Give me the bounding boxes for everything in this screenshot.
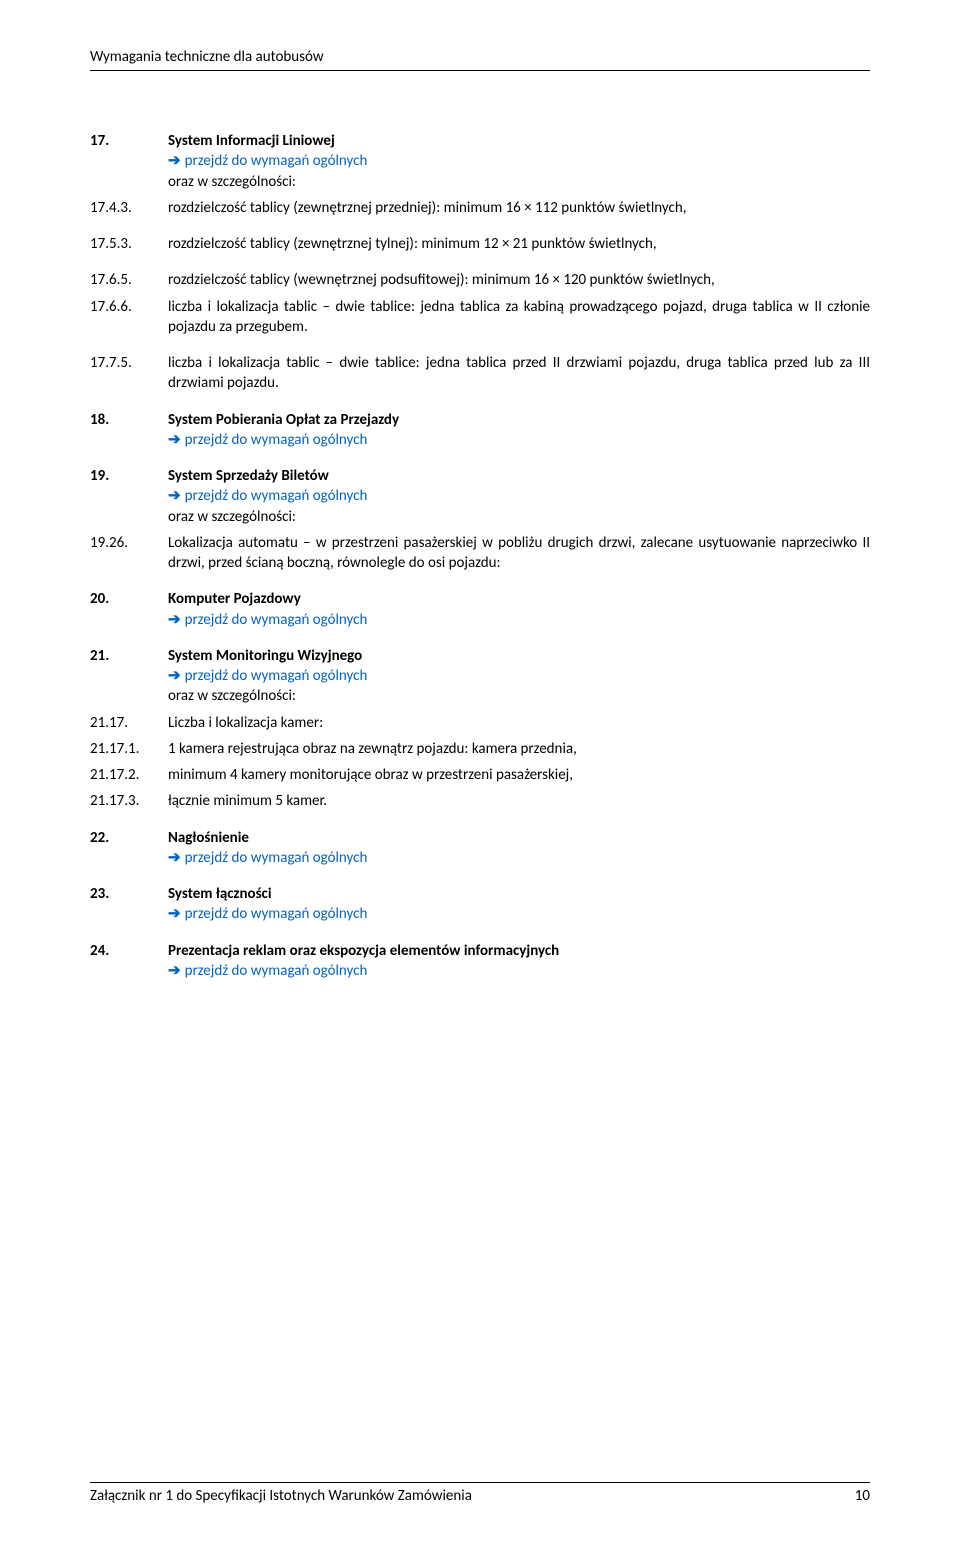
link-general-requirements[interactable]: ➔przejdź do wymagań ogólnych	[168, 962, 367, 980]
item-21-17-3: 21.17.3. łącznie minimum 5 kamer.	[90, 791, 870, 811]
item-number: 21.17.2.	[90, 765, 168, 785]
link-general-requirements[interactable]: ➔przejdź do wymagań ogólnych	[168, 152, 367, 170]
item-17-6-5: 17.6.5. rozdzielczość tablicy (wewnętrzn…	[90, 270, 870, 290]
link-label: przejdź do wymagań ogólnych	[185, 152, 368, 170]
section-number: 20.	[90, 589, 168, 630]
link-label: przejdź do wymagań ogólnych	[185, 611, 368, 629]
link-label: przejdź do wymagań ogólnych	[185, 905, 368, 923]
subtitle-oraz: oraz w szczególności:	[168, 687, 296, 705]
link-general-requirements[interactable]: ➔przejdź do wymagań ogólnych	[168, 487, 367, 505]
subtitle-oraz: oraz w szczególności:	[168, 173, 296, 191]
item-text: minimum 4 kamery monitorujące obraz w pr…	[168, 765, 870, 785]
section-20-heading: 20. Komputer Pojazdowy ➔przejdź do wymag…	[90, 589, 870, 630]
footer-left: Załącznik nr 1 do Specyfikacji Istotnych…	[90, 1487, 472, 1505]
section-title: System Sprzedaży Biletów	[168, 467, 329, 485]
item-21-17-2: 21.17.2. minimum 4 kamery monitorujące o…	[90, 765, 870, 785]
section-title: System Monitoringu Wizyjnego	[168, 647, 362, 665]
section-18-heading: 18. System Pobierania Opłat za Przejazdy…	[90, 410, 870, 451]
section-title: System Pobierania Opłat za Przejazdy	[168, 411, 399, 429]
section-number: 24.	[90, 941, 168, 982]
arrow-icon: ➔	[168, 431, 181, 448]
footer-page-number: 10	[855, 1487, 870, 1505]
arrow-icon: ➔	[168, 667, 181, 684]
link-label: przejdź do wymagań ogólnych	[185, 962, 368, 980]
section-21-heading: 21. System Monitoringu Wizyjnego ➔przejd…	[90, 646, 870, 707]
item-21-17-1: 21.17.1. 1 kamera rejestrująca obraz na …	[90, 739, 870, 759]
item-text: Liczba i lokalizacja kamer:	[168, 713, 870, 733]
link-general-requirements[interactable]: ➔przejdź do wymagań ogólnych	[168, 905, 367, 923]
item-number: 21.17.	[90, 713, 168, 733]
section-number: 17.	[90, 131, 168, 192]
arrow-icon: ➔	[168, 611, 181, 628]
section-title: System łączności	[168, 885, 272, 903]
page-footer: Załącznik nr 1 do Specyfikacji Istotnych…	[90, 1482, 870, 1505]
section-title: Prezentacja reklam oraz ekspozycja eleme…	[168, 942, 559, 960]
item-21-17: 21.17. Liczba i lokalizacja kamer:	[90, 713, 870, 733]
item-number: 17.6.5.	[90, 270, 168, 290]
item-text: rozdzielczość tablicy (zewnętrznej tylne…	[168, 234, 870, 254]
link-general-requirements[interactable]: ➔przejdź do wymagań ogólnych	[168, 667, 367, 685]
section-23-heading: 23. System łączności ➔przejdź do wymagań…	[90, 884, 870, 925]
item-number: 17.4.3.	[90, 198, 168, 218]
arrow-icon: ➔	[168, 152, 181, 169]
item-number: 21.17.3.	[90, 791, 168, 811]
arrow-icon: ➔	[168, 487, 181, 504]
item-number: 21.17.1.	[90, 739, 168, 759]
section-17-heading: 17. System Informacji Liniowej ➔przejdź …	[90, 131, 870, 192]
item-number: 17.7.5.	[90, 353, 168, 394]
link-general-requirements[interactable]: ➔przejdź do wymagań ogólnych	[168, 611, 367, 629]
item-17-7-5: 17.7.5. liczba i lokalizacja tablic – dw…	[90, 353, 870, 394]
section-number: 22.	[90, 828, 168, 869]
section-title: Komputer Pojazdowy	[168, 590, 301, 608]
item-number: 19.26.	[90, 533, 168, 574]
link-general-requirements[interactable]: ➔przejdź do wymagań ogólnych	[168, 849, 367, 867]
link-label: przejdź do wymagań ogólnych	[185, 431, 368, 449]
section-number: 18.	[90, 410, 168, 451]
section-number: 21.	[90, 646, 168, 707]
section-title: Nagłośnienie	[168, 829, 249, 847]
item-number: 17.5.3.	[90, 234, 168, 254]
item-19-26: 19.26. Lokalizacja automatu – w przestrz…	[90, 533, 870, 574]
section-22-heading: 22. Nagłośnienie ➔przejdź do wymagań ogó…	[90, 828, 870, 869]
item-text: Lokalizacja automatu – w przestrzeni pas…	[168, 533, 870, 574]
item-text: łącznie minimum 5 kamer.	[168, 791, 870, 811]
item-17-6-6: 17.6.6. liczba i lokalizacja tablic – dw…	[90, 297, 870, 338]
arrow-icon: ➔	[168, 905, 181, 922]
page-header: Wymagania techniczne dla autobusów	[90, 48, 870, 71]
item-text: liczba i lokalizacja tablic – dwie tabli…	[168, 353, 870, 394]
item-text: rozdzielczość tablicy (zewnętrznej przed…	[168, 198, 870, 218]
section-19-heading: 19. System Sprzedaży Biletów ➔przejdź do…	[90, 466, 870, 527]
link-label: przejdź do wymagań ogólnych	[185, 487, 368, 505]
section-number: 23.	[90, 884, 168, 925]
item-number: 17.6.6.	[90, 297, 168, 338]
item-text: rozdzielczość tablicy (wewnętrznej podsu…	[168, 270, 870, 290]
link-label: przejdź do wymagań ogólnych	[185, 667, 368, 685]
subtitle-oraz: oraz w szczególności:	[168, 508, 296, 526]
item-text: 1 kamera rejestrująca obraz na zewnątrz …	[168, 739, 870, 759]
section-title: System Informacji Liniowej	[168, 132, 335, 150]
arrow-icon: ➔	[168, 849, 181, 866]
section-number: 19.	[90, 466, 168, 527]
arrow-icon: ➔	[168, 962, 181, 979]
item-17-4-3: 17.4.3. rozdzielczość tablicy (zewnętrzn…	[90, 198, 870, 218]
link-label: przejdź do wymagań ogólnych	[185, 849, 368, 867]
item-text: liczba i lokalizacja tablic – dwie tabli…	[168, 297, 870, 338]
section-24-heading: 24. Prezentacja reklam oraz ekspozycja e…	[90, 941, 870, 982]
link-general-requirements[interactable]: ➔przejdź do wymagań ogólnych	[168, 431, 367, 449]
item-17-5-3: 17.5.3. rozdzielczość tablicy (zewnętrzn…	[90, 234, 870, 254]
